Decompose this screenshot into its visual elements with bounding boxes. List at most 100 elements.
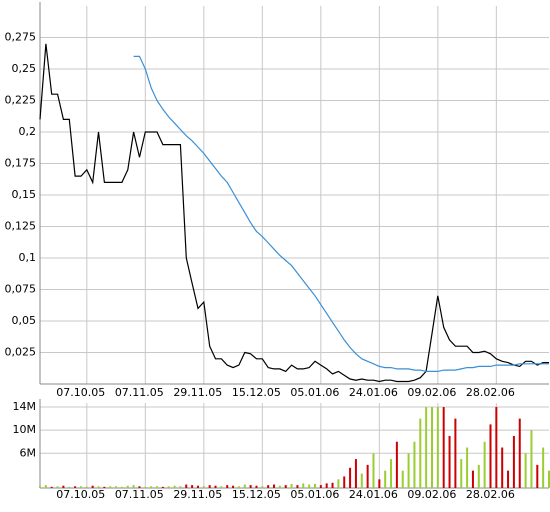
volume-bar bbox=[401, 470, 404, 488]
volume-bar bbox=[360, 473, 363, 488]
volume-bar bbox=[325, 483, 328, 488]
y-tick-label: 0,05 bbox=[12, 314, 37, 327]
volume-bar bbox=[313, 483, 316, 488]
y-tick-label: 0,2 bbox=[19, 125, 37, 138]
volume-bar bbox=[419, 418, 422, 488]
x-tick-label: 24.01.06 bbox=[349, 386, 398, 399]
volume-bar bbox=[378, 479, 381, 488]
volume-bar bbox=[436, 407, 439, 488]
x-tick-label: 09.02.06 bbox=[407, 488, 456, 501]
volume-bar bbox=[390, 459, 393, 488]
volume-bar bbox=[308, 484, 311, 488]
volume-bar bbox=[354, 459, 357, 488]
volume-bar bbox=[237, 486, 240, 488]
y-tick-label: 0,1 bbox=[19, 251, 37, 264]
volume-bar bbox=[126, 485, 129, 488]
volume-bar bbox=[548, 470, 550, 488]
y-tick-label: 0,025 bbox=[5, 346, 37, 359]
x-tick-label: 05.01.06 bbox=[290, 488, 339, 501]
x-tick-label: 07.10.05 bbox=[56, 386, 105, 399]
volume-bar bbox=[518, 418, 521, 488]
volume-bar bbox=[62, 485, 65, 488]
volume-bar bbox=[232, 485, 235, 488]
y-tick-label: 14M bbox=[13, 400, 37, 413]
volume-bar bbox=[120, 486, 123, 488]
x-tick-label: 15.12.05 bbox=[232, 488, 281, 501]
volume-bar bbox=[290, 483, 293, 488]
volume-bar bbox=[296, 485, 299, 488]
line bbox=[39, 43, 549, 383]
volume-bar bbox=[337, 479, 340, 488]
volume-bar bbox=[425, 407, 428, 488]
volume-bar bbox=[501, 447, 504, 488]
x-tick-label: 07.10.05 bbox=[56, 488, 105, 501]
volume-bar bbox=[144, 486, 147, 488]
volume-bar bbox=[407, 453, 410, 488]
volume-bar bbox=[138, 486, 141, 488]
volume-bar bbox=[448, 435, 451, 488]
y-tick-label: 0,15 bbox=[12, 188, 37, 201]
volume-bar bbox=[196, 485, 199, 488]
volume-bar bbox=[56, 486, 59, 488]
volume-bar bbox=[173, 485, 176, 488]
x-tick-label: 29.11.05 bbox=[173, 488, 222, 501]
volume-bar bbox=[430, 407, 433, 488]
volume-bar bbox=[349, 467, 352, 488]
volume-bar bbox=[249, 485, 252, 488]
volume-bar bbox=[413, 441, 416, 488]
y-tick-label: 0,075 bbox=[5, 283, 37, 296]
volume-bar bbox=[460, 459, 463, 488]
x-tick-label: 28.02.06 bbox=[466, 386, 515, 399]
x-tick-label: 29.11.05 bbox=[173, 386, 222, 399]
volume-bar bbox=[331, 482, 334, 488]
volume-bar bbox=[85, 486, 88, 488]
volume-bar bbox=[68, 486, 71, 488]
volume-bar bbox=[483, 441, 486, 488]
volume-bar bbox=[161, 486, 164, 488]
volume-bar bbox=[255, 485, 258, 488]
volume-bar bbox=[44, 485, 47, 488]
volume-bar bbox=[39, 486, 41, 488]
volume-bar bbox=[273, 484, 276, 488]
volume-bar bbox=[454, 418, 457, 488]
volume-bar bbox=[74, 486, 77, 488]
volume-bar bbox=[477, 464, 480, 488]
y-tick-label: 0,175 bbox=[5, 157, 37, 170]
volume-bar bbox=[267, 485, 270, 488]
volume-bar bbox=[366, 464, 369, 488]
volume-bar bbox=[542, 447, 545, 488]
volume-bar bbox=[115, 486, 118, 488]
x-tick-label: 07.11.05 bbox=[115, 386, 164, 399]
x-tick-label: 05.01.06 bbox=[290, 386, 339, 399]
volume-bar bbox=[302, 483, 305, 488]
volume-bar bbox=[103, 486, 106, 488]
volume-bar bbox=[214, 485, 217, 488]
volume-bar bbox=[97, 486, 100, 488]
volume-bar bbox=[395, 441, 398, 488]
x-tick-label: 07.11.05 bbox=[115, 488, 164, 501]
x-tick-label: 28.02.06 bbox=[466, 488, 515, 501]
line bbox=[133, 55, 549, 372]
volume-bar bbox=[319, 485, 322, 488]
volume-bar bbox=[202, 486, 205, 488]
volume-bar bbox=[530, 430, 533, 488]
volume-bar bbox=[156, 486, 159, 488]
volume-bar bbox=[91, 485, 94, 488]
volume-bar bbox=[79, 486, 82, 488]
x-tick-label: 24.01.06 bbox=[349, 488, 398, 501]
volume-bar bbox=[512, 435, 515, 488]
volume-bar bbox=[507, 470, 510, 488]
volume-bar bbox=[524, 453, 527, 488]
volume-bar bbox=[132, 485, 135, 488]
volume-bar bbox=[466, 447, 469, 488]
volume-bar bbox=[191, 485, 194, 488]
volume-bar bbox=[384, 470, 387, 488]
y-tick-label: 0,225 bbox=[5, 94, 37, 107]
volume-bar bbox=[489, 424, 492, 488]
volume-bar bbox=[185, 484, 188, 488]
volume-bar bbox=[226, 485, 229, 488]
volume-bar bbox=[167, 486, 170, 488]
volume-bar bbox=[150, 486, 153, 488]
